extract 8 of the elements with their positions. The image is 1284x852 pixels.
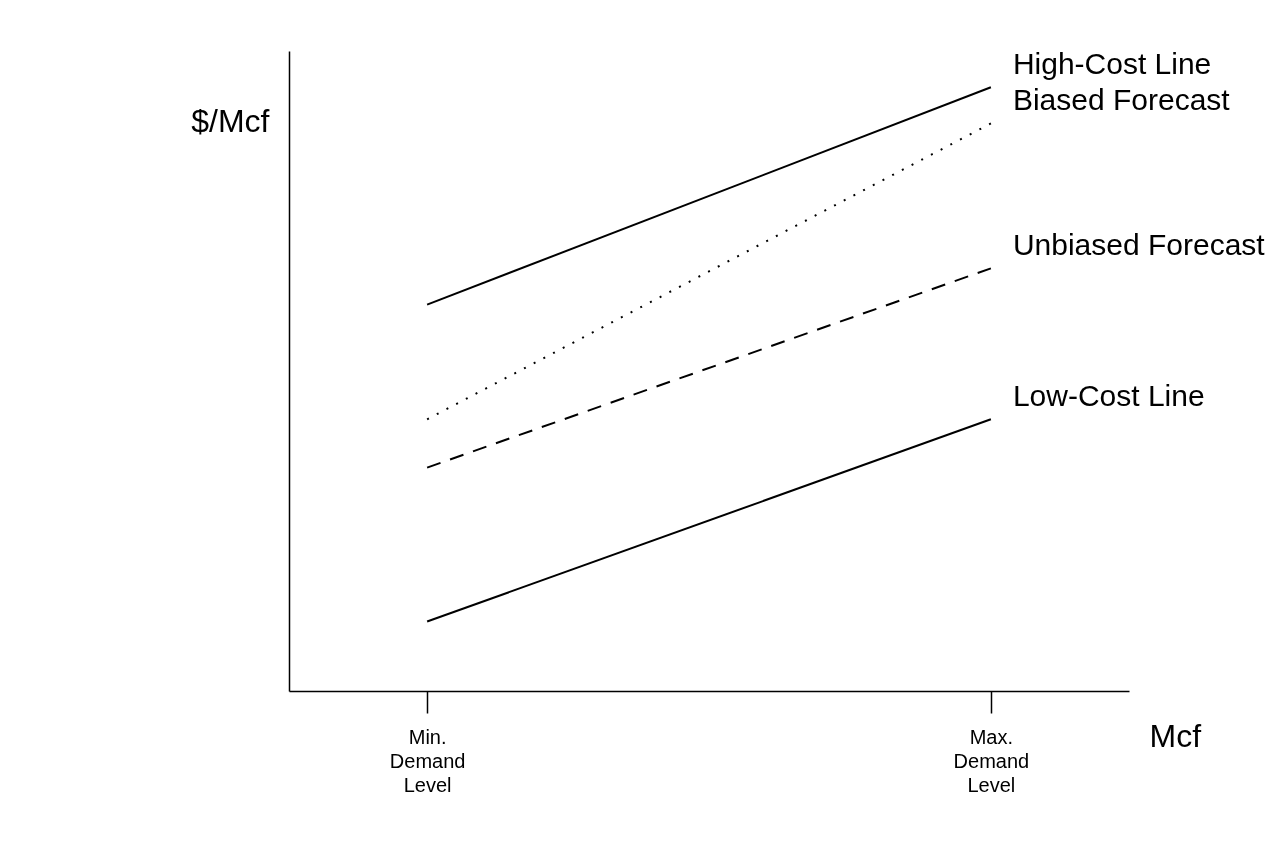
series-label: High-Cost Line	[1012, 47, 1212, 81]
y-axis-title: $/Mcf	[191, 102, 270, 139]
x-tick-label: Min. Demand Level	[389, 725, 466, 796]
x-tick-label: Max. Demand Level	[953, 725, 1030, 796]
series-label: Biased Forecast	[1012, 83, 1231, 117]
series-label: Unbiased Forecast	[1012, 228, 1266, 262]
series-label: Low-Cost Line	[1012, 379, 1205, 413]
x-axis-title: Mcf	[1149, 717, 1202, 754]
